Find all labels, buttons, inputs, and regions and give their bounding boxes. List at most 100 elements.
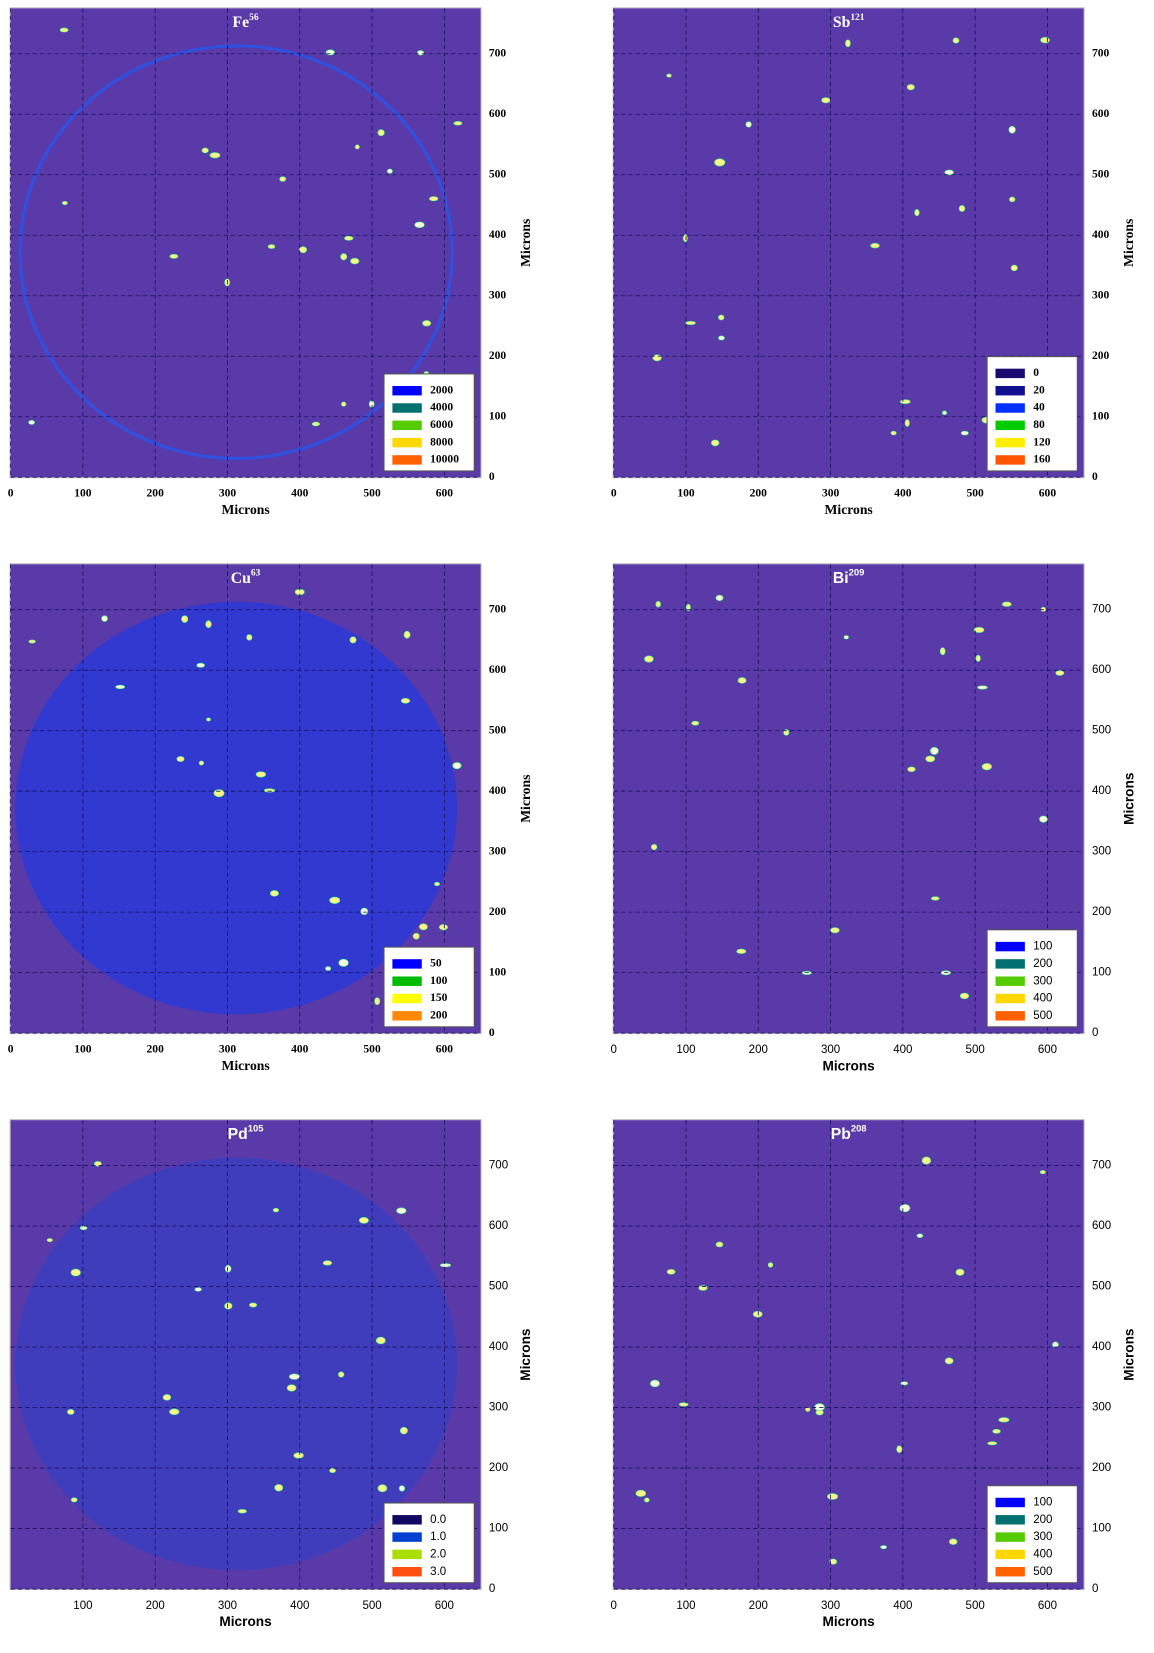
legend-label: 20: [1033, 384, 1045, 396]
y-axis-label: Microns: [518, 1328, 533, 1381]
texture: [992, 1428, 1001, 1434]
y-tick-label: 200: [489, 350, 507, 362]
texture: [338, 958, 349, 967]
legend-label: 4000: [430, 402, 453, 414]
texture: [975, 654, 981, 662]
legend-label: 80: [1033, 419, 1045, 431]
y-tick-label: 0: [489, 1027, 495, 1039]
texture: [274, 1484, 284, 1492]
legend-label: 150: [430, 992, 448, 1004]
texture: [843, 635, 849, 640]
y-tick-label: 400: [1092, 1341, 1111, 1353]
texture: [101, 615, 108, 622]
plot-frame: [9, 563, 482, 1035]
y-tick-label: 600: [489, 1220, 508, 1232]
panel: Bi209 0 100 200 300 400 500 600 0 100 200 300 400 500…: [611, 563, 1136, 1073]
x-tick-label: 400: [291, 1044, 309, 1056]
x-tick-label: 500: [363, 488, 381, 500]
texture: [1055, 670, 1065, 676]
x-tick-label: 400: [894, 488, 912, 500]
x-tick-label: 100: [676, 1044, 695, 1056]
texture: [998, 1417, 1010, 1423]
texture: [70, 1268, 81, 1277]
panel: Pd105 100 200 300 400 500 600 0 100 200 300 400 500 6…: [9, 1119, 533, 1629]
texture: [269, 890, 279, 897]
texture: [678, 1402, 689, 1407]
texture: [206, 717, 211, 722]
y-tick-label: 500: [1092, 725, 1111, 737]
texture: [374, 997, 381, 1006]
texture: [931, 896, 940, 901]
texture: [896, 1445, 903, 1453]
legend-label: 120: [1033, 436, 1051, 448]
x-tick-label: 100: [73, 1600, 92, 1612]
texture: [829, 1558, 838, 1565]
texture: [15, 601, 458, 1015]
title-isotope: 208: [851, 1123, 867, 1134]
legend-swatch: [392, 420, 422, 431]
y-tick-label: 300: [489, 289, 507, 301]
texture: [414, 221, 425, 229]
texture: [1010, 264, 1018, 272]
y-tick-label: 500: [489, 724, 507, 736]
legend-label: 2.0: [430, 1548, 446, 1560]
legend-swatch: [995, 1566, 1025, 1577]
texture: [169, 253, 179, 259]
x-tick-label: 400: [893, 1600, 912, 1612]
texture: [293, 1452, 304, 1459]
y-tick-label: 0: [489, 1583, 495, 1595]
texture: [453, 121, 463, 126]
x-axis-label: Microns: [221, 1058, 269, 1073]
y-tick-label: 300: [1092, 1402, 1111, 1414]
texture: [93, 1161, 102, 1167]
x-tick-label: 400: [291, 488, 309, 500]
x-tick-label: 500: [966, 1600, 985, 1612]
y-tick-label: 200: [1092, 1462, 1111, 1474]
y-tick-label: 700: [1092, 47, 1110, 59]
texture: [899, 1204, 911, 1213]
texture: [715, 594, 724, 602]
texture: [354, 144, 360, 150]
x-tick-label: 300: [219, 488, 237, 500]
title-isotope: 121: [850, 13, 864, 23]
legend-swatch: [392, 993, 422, 1004]
x-tick-label: 0: [8, 488, 14, 500]
texture: [67, 1409, 75, 1415]
texture: [299, 246, 308, 254]
texture: [201, 147, 209, 154]
x-tick-label: 200: [147, 488, 165, 500]
x-tick-label: 400: [893, 1044, 912, 1056]
texture: [752, 1310, 763, 1318]
legend-swatch: [995, 976, 1025, 986]
texture: [396, 1207, 407, 1214]
legend-swatch: [392, 976, 422, 986]
legend-swatch: [392, 1011, 422, 1021]
texture: [46, 1238, 53, 1243]
texture: [417, 50, 425, 56]
texture: [418, 923, 428, 931]
texture: [814, 1403, 825, 1411]
title-isotope: 56: [249, 13, 259, 23]
y-tick-label: 600: [489, 108, 507, 120]
plot-frame: [9, 7, 482, 479]
texture: [666, 1269, 676, 1275]
title-element: Cu: [231, 570, 251, 587]
texture: [959, 992, 970, 1000]
y-tick-label: 300: [1092, 289, 1110, 301]
texture: [921, 1156, 932, 1165]
texture: [907, 766, 916, 773]
texture: [386, 168, 393, 174]
texture: [890, 430, 897, 436]
legend-label: 100: [430, 975, 448, 987]
plot-frame: [9, 1119, 482, 1591]
texture: [958, 205, 966, 212]
texture: [360, 907, 369, 916]
legend-swatch: [995, 1532, 1025, 1542]
legend-label: 160: [1033, 454, 1051, 466]
texture: [736, 948, 747, 954]
texture: [1008, 125, 1016, 134]
y-tick-label: 100: [1092, 410, 1110, 422]
x-tick-label: 500: [966, 1044, 985, 1056]
texture: [691, 720, 700, 726]
